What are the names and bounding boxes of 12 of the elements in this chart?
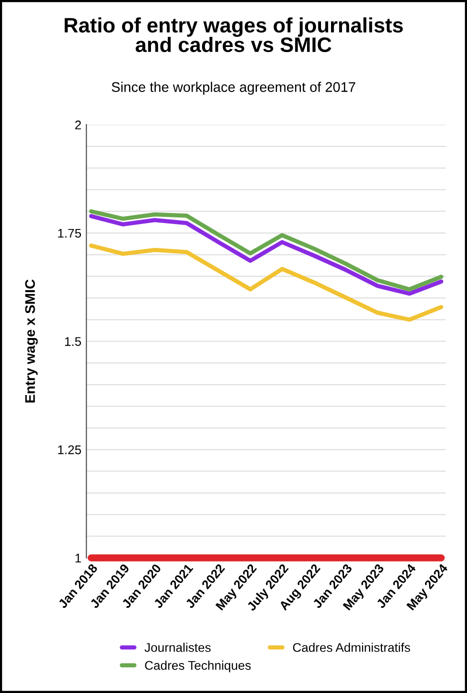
y-tick-label: 1.5 [65, 337, 82, 346]
y-axis-title: Entry wage x SMIC [25, 280, 38, 402]
y-tick-label: 1.25 [58, 445, 82, 454]
line-series [89, 243, 444, 322]
legend-label: Cadres Techniques [145, 660, 251, 672]
chart-title: Ratio of entry wages of journalists and cadres vs SMIC [64, 17, 403, 52]
chart-subtitle: Since the workplace agreement of 2017 [112, 82, 356, 95]
legend-label: Journalistes [144, 642, 211, 652]
y-tick-label: 1 [76, 554, 81, 562]
y-tick-label: 1.75 [58, 228, 82, 238]
y-tick-label: 2 [75, 120, 81, 130]
legend-label: Cadres Administratifs [293, 642, 410, 652]
